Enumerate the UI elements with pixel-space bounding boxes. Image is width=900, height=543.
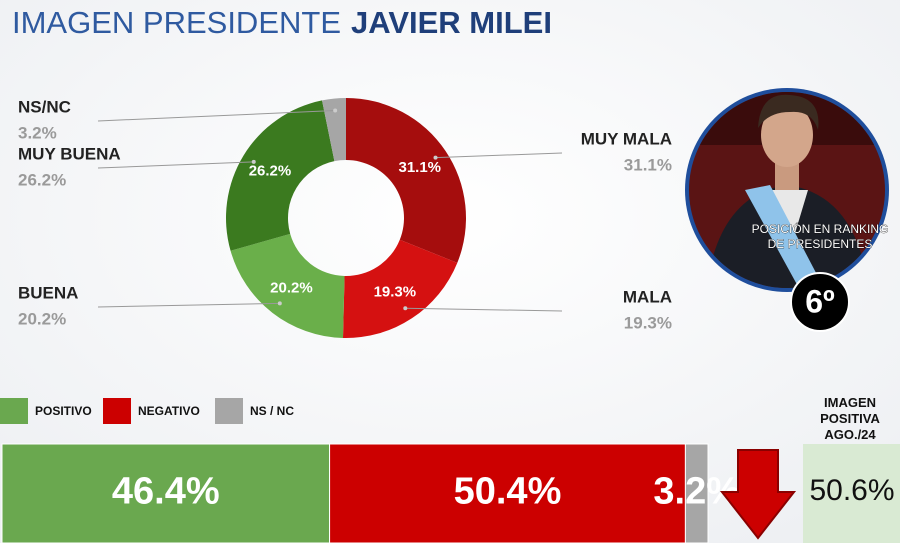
pie-category: BUENA	[18, 283, 78, 302]
ranking-position: 6º	[805, 283, 835, 319]
photo	[689, 92, 885, 288]
leader-dot	[333, 108, 338, 113]
title-name: JAVIER MILEI	[351, 5, 552, 40]
pie-slice	[230, 233, 345, 338]
photo-badge: POSICIÓN EN RANKING DE PRESIDENTES 6º	[685, 88, 889, 332]
ranking-line: POSICIÓN EN RANKING	[752, 221, 889, 236]
pie-category: MUY BUENA	[18, 144, 121, 163]
legend-label: POSITIVO	[35, 404, 92, 418]
comparison-label: IMAGEN POSITIVA AGO./24	[820, 395, 880, 442]
slice-label: 19.3%	[374, 283, 417, 300]
comparison-box	[803, 444, 900, 543]
pie-category: MUY MALA	[581, 129, 672, 148]
comparison: IMAGEN POSITIVA AGO./24 50.6%	[803, 395, 900, 543]
pie-slice	[346, 98, 466, 263]
leader-line	[435, 152, 563, 159]
leader-line	[97, 302, 280, 308]
pie-value: 26.2%	[18, 170, 66, 189]
leader-dot	[403, 306, 408, 311]
pie-category: NS/NC	[18, 97, 71, 116]
pie-value: 20.2%	[18, 309, 66, 328]
comparison-value: 50.6%	[809, 474, 894, 507]
title-text: IMAGEN PRESIDENTE	[12, 5, 341, 40]
leader-line	[97, 161, 254, 169]
comparison-line: IMAGEN	[824, 395, 876, 410]
legend-label: NS / NC	[250, 404, 294, 418]
pie-slice	[226, 100, 335, 251]
bar-label: 46.4%	[112, 471, 220, 513]
pie-slice	[342, 239, 458, 338]
legend-label: NEGATIVO	[138, 404, 200, 418]
pie-value: 31.1%	[624, 155, 672, 174]
comparison-line: POSITIVA	[820, 411, 880, 426]
leader-dot	[433, 155, 438, 160]
pie-value: 19.3%	[624, 313, 672, 332]
comparison-line: AGO./24	[824, 427, 876, 442]
leader-line	[97, 110, 336, 122]
leader-dot	[277, 301, 282, 306]
title: IMAGEN PRESIDENTE JAVIER MILEI	[12, 5, 552, 40]
legend-swatch	[103, 398, 131, 424]
ranking-label: POSICIÓN EN RANKING DE PRESIDENTES	[752, 221, 889, 251]
pie-category: MALA	[623, 287, 672, 306]
legend-swatch	[0, 398, 28, 424]
ranking-line: DE PRESIDENTES	[768, 237, 873, 251]
ranking-badge	[790, 272, 850, 332]
down-arrow	[719, 449, 797, 540]
bar-segment	[1, 443, 331, 543]
slice-label: 31.1%	[398, 159, 441, 176]
bar-segment	[684, 443, 709, 543]
slice-label: 20.2%	[270, 279, 313, 296]
bar-label: 50.4%	[454, 471, 562, 513]
slice-label: 26.2%	[249, 163, 292, 180]
leader-dot	[251, 159, 256, 164]
pie-value: 3.2%	[18, 123, 57, 142]
pie-slice	[322, 98, 346, 162]
leader-line	[405, 307, 563, 312]
legend-swatch	[215, 398, 243, 424]
